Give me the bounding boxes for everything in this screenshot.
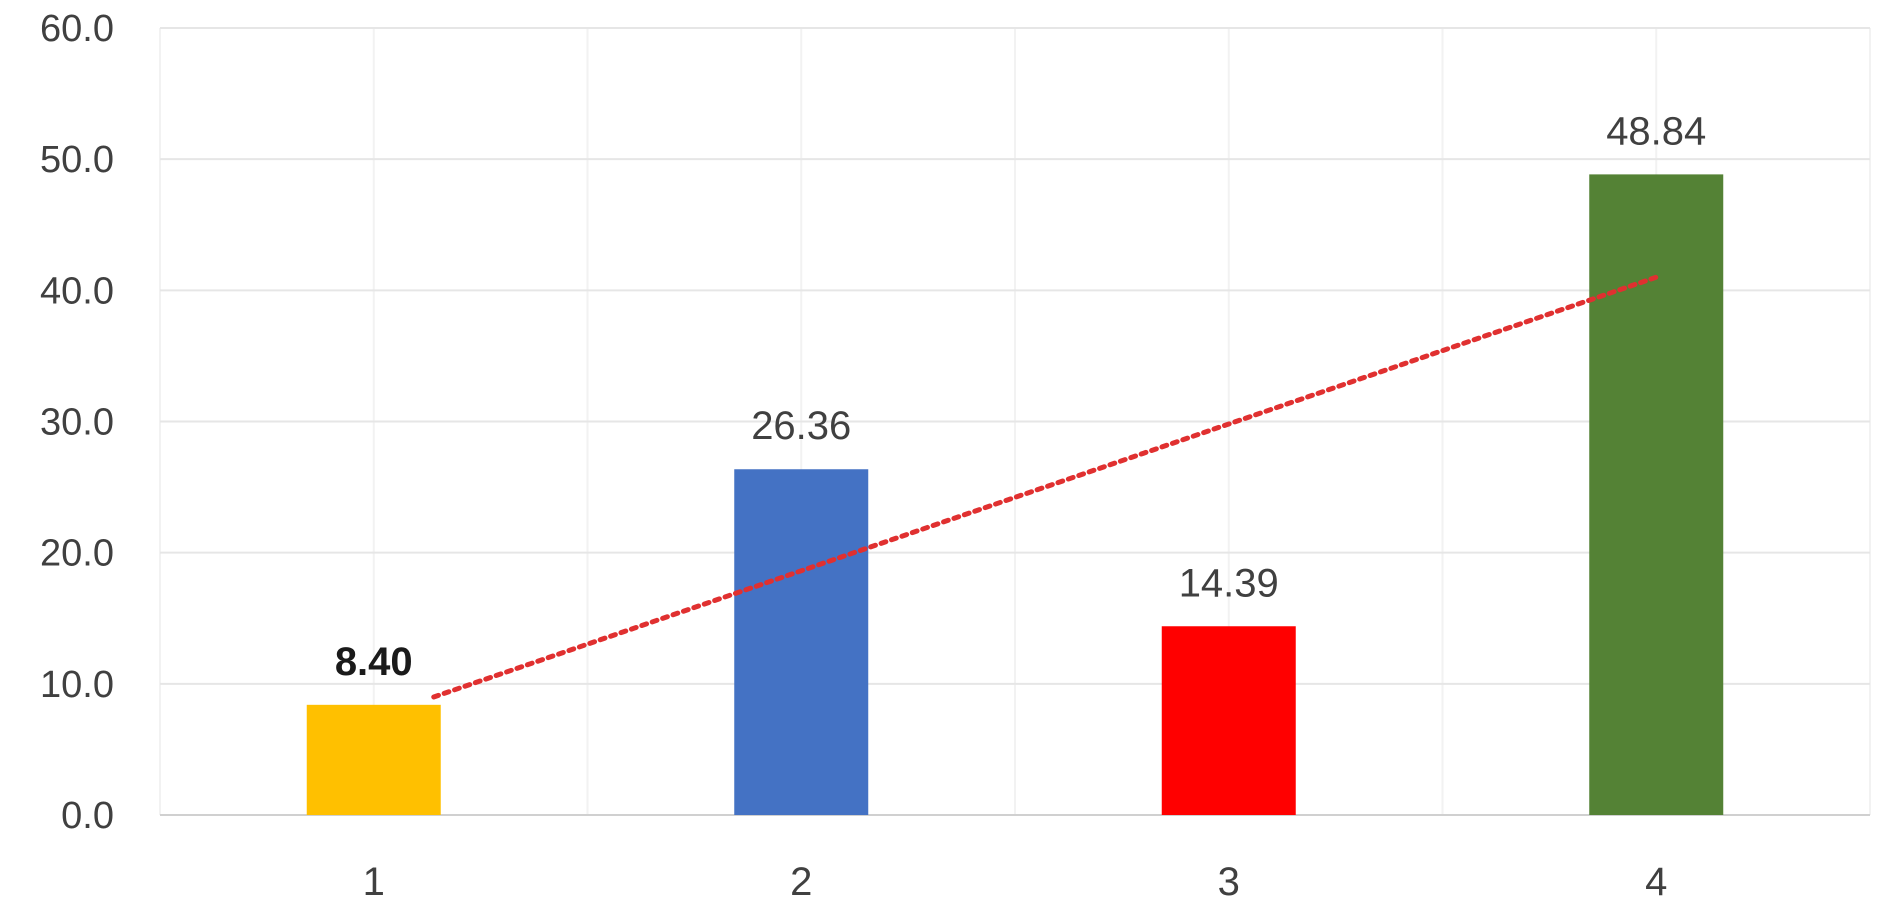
bar-4 <box>1589 174 1724 815</box>
y-tick-label: 0.0 <box>61 795 114 837</box>
y-tick-label: 60.0 <box>40 8 114 50</box>
y-axis: 0.0 10.0 20.0 30.0 40.0 50.0 60.0 <box>40 8 114 837</box>
data-label-4: 48.84 <box>1606 109 1706 153</box>
data-labels: 8.40 26.36 14.39 48.84 <box>335 109 1706 683</box>
bar-1 <box>306 704 441 815</box>
bars <box>306 174 1724 815</box>
bar-2 <box>734 469 869 815</box>
y-tick-label: 40.0 <box>40 270 114 312</box>
y-tick-label: 10.0 <box>40 664 114 706</box>
data-label-2: 26.36 <box>751 404 851 448</box>
bar-3 <box>1161 626 1296 815</box>
x-tick-label: 1 <box>363 860 385 902</box>
trendline <box>431 274 1659 700</box>
x-tick-label: 4 <box>1645 860 1667 902</box>
trendline-layer <box>431 274 1659 700</box>
y-tick-label: 30.0 <box>40 402 114 444</box>
y-tick-label: 20.0 <box>40 533 114 575</box>
y-tick-label: 50.0 <box>40 139 114 181</box>
data-label-1: 8.40 <box>335 640 413 684</box>
x-tick-label: 2 <box>790 860 812 902</box>
x-axis: 1 2 3 4 <box>363 860 1668 902</box>
x-tick-label: 3 <box>1218 860 1240 902</box>
data-label-3: 14.39 <box>1179 561 1279 605</box>
